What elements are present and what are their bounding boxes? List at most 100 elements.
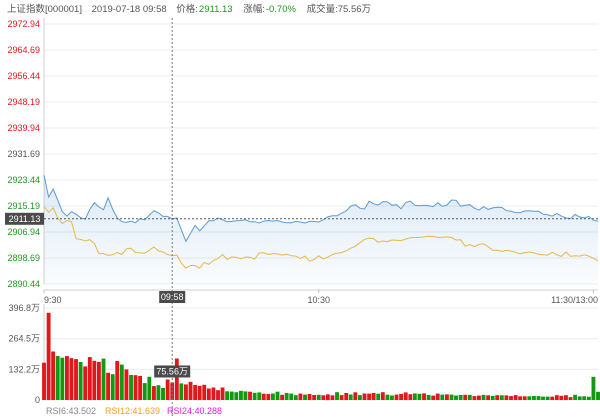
volume-axis: 396.8万 264.5万 132.2万 0 xyxy=(8,303,40,405)
volume-bar xyxy=(422,393,426,400)
volume-bar xyxy=(518,396,523,400)
volume-bar xyxy=(115,361,120,400)
crosshair-price-box xyxy=(5,212,44,225)
volume-bar xyxy=(426,394,431,400)
volume-bar xyxy=(60,357,65,400)
volume-bar xyxy=(536,396,541,400)
volume-bar xyxy=(124,369,129,400)
volume-bar xyxy=(325,394,330,401)
volume-bar xyxy=(101,358,106,400)
volume-bar xyxy=(293,395,298,400)
volume-bar xyxy=(188,381,193,400)
volume-bar xyxy=(353,392,358,400)
volume-bar xyxy=(206,388,211,400)
volume-bar xyxy=(486,395,491,400)
volume-bar xyxy=(220,387,225,400)
volume-bar xyxy=(591,376,596,400)
volume-bar xyxy=(248,391,252,400)
volume-bar xyxy=(252,392,257,400)
crosshair-time-box xyxy=(159,291,186,303)
volume-bar xyxy=(527,396,532,400)
time-axis: 9:30 10:30 11:30/13:00 xyxy=(43,290,598,305)
volume-bar xyxy=(532,396,536,400)
price-tick-label: 2964.69 xyxy=(7,45,40,55)
volume-bar xyxy=(42,362,46,400)
volume-bar xyxy=(454,395,458,400)
price-value: 2911.13 xyxy=(198,4,233,15)
price-label: 价格: xyxy=(176,4,198,15)
volume-bar xyxy=(179,383,184,400)
volume-bar xyxy=(97,361,101,400)
volume-bar xyxy=(390,395,394,400)
volume-value: 75.56万 xyxy=(337,4,372,15)
rsi-legend-item: RSI6:43.502 xyxy=(46,406,96,416)
price-tick-label: 2915.19 xyxy=(7,201,40,211)
rsi-legend: RSI6:43.502 RSI12:41.639 RSI24:40.288 xyxy=(46,406,222,416)
price-tick-label: 2972.94 xyxy=(7,19,40,29)
price-tick-label: 2931.69 xyxy=(7,149,40,159)
volume-bar xyxy=(225,391,230,400)
volume-tick-label: 396.8万 xyxy=(8,303,40,313)
volume-bar xyxy=(69,358,74,400)
volume-bar xyxy=(394,394,399,400)
volume-bar xyxy=(335,392,339,400)
volume-bar xyxy=(477,395,481,400)
volume-bar xyxy=(174,358,179,400)
header-datetime: 2019-07-18 09:58 xyxy=(91,4,167,15)
volume-bar xyxy=(161,388,165,400)
price-tick-label: 2890.44 xyxy=(7,279,40,289)
volume-bar xyxy=(504,395,509,400)
volume-bars xyxy=(42,312,600,401)
volume-bar xyxy=(371,393,376,400)
volume-bar xyxy=(554,395,559,400)
volume-bar xyxy=(582,396,587,400)
crosshair-volume-box xyxy=(154,365,191,378)
volume-bar xyxy=(312,395,317,400)
volume-bar xyxy=(316,394,321,400)
volume-tick-label: 0 xyxy=(35,395,40,405)
volume-bar xyxy=(87,357,92,400)
volume-bar xyxy=(229,391,234,400)
volume-bar xyxy=(435,393,440,400)
volume-bar xyxy=(92,360,97,400)
volume-bar xyxy=(119,364,124,400)
volume-bar xyxy=(138,375,143,400)
volume-bar xyxy=(399,393,404,400)
price-tick-label: 2948.19 xyxy=(7,97,40,107)
volume-bar xyxy=(490,395,495,400)
volume-bar xyxy=(344,393,349,400)
volume-bar xyxy=(522,396,527,400)
volume-bar xyxy=(403,392,408,400)
volume-tick-label: 132.2万 xyxy=(8,364,40,374)
volume-bar xyxy=(211,387,216,400)
volume-bar xyxy=(271,393,275,400)
volume-bar xyxy=(165,379,170,400)
volume-bar xyxy=(51,351,56,400)
volume-bar xyxy=(495,395,500,400)
volume-bar xyxy=(303,394,307,400)
volume-bar xyxy=(234,392,239,400)
volume-bar xyxy=(142,383,147,400)
volume-bar xyxy=(577,396,582,400)
time-tick-label: 9:30 xyxy=(44,295,62,305)
volume-bar xyxy=(110,374,115,400)
price-tick-label: 2906.94 xyxy=(7,227,40,237)
volume-bar xyxy=(358,395,362,400)
volume-bar xyxy=(472,396,477,400)
volume-bar xyxy=(596,391,600,400)
rsi-legend-item: RSI24:40.288 xyxy=(167,406,222,416)
volume-bar xyxy=(156,385,161,400)
index-name: 上证指数[000001] xyxy=(7,4,82,15)
volume-bar xyxy=(499,395,504,400)
volume-bar xyxy=(445,394,449,400)
volume-bar xyxy=(243,391,248,400)
volume-bar xyxy=(257,392,262,400)
quote-header: 上证指数[000001] 2019-07-18 09:58 价格:2911.13… xyxy=(7,3,378,16)
volume-bar xyxy=(147,376,152,400)
volume-bar xyxy=(586,396,591,400)
volume-bar xyxy=(239,390,243,400)
volume-bar xyxy=(280,394,285,400)
price-axis: 2972.94 2964.69 2956.44 2948.19 2939.94 2931.… xyxy=(7,19,40,289)
volume-bar xyxy=(481,394,486,400)
